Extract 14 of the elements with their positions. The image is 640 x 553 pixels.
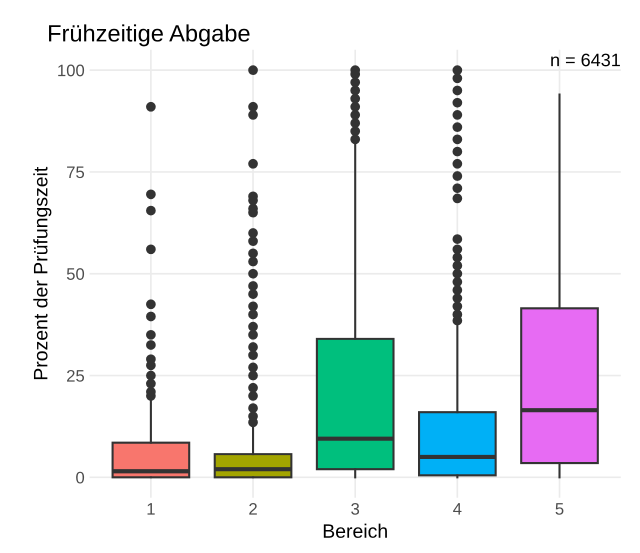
x-tick-label: 2 xyxy=(249,503,257,515)
y-tick-label: 0 xyxy=(76,472,84,484)
y-tick-label: 100 xyxy=(58,64,84,76)
x-tick-label: 1 xyxy=(148,503,155,515)
x-tick-label: 5 xyxy=(556,503,564,515)
x-axis-title: Bereich xyxy=(324,524,387,538)
y-axis-title: Prozent der Prüfungszeit xyxy=(33,166,52,380)
y-tick-label: 50 xyxy=(66,268,84,280)
chart-title: Frühzeitige Abgabe xyxy=(49,24,250,46)
annotation: n = 6431 xyxy=(551,54,620,66)
y-tick-label: 75 xyxy=(67,166,84,178)
x-tick-label: 3 xyxy=(351,503,360,515)
y-tick-label: 25 xyxy=(67,370,84,382)
x-tick-label: 4 xyxy=(453,503,462,515)
